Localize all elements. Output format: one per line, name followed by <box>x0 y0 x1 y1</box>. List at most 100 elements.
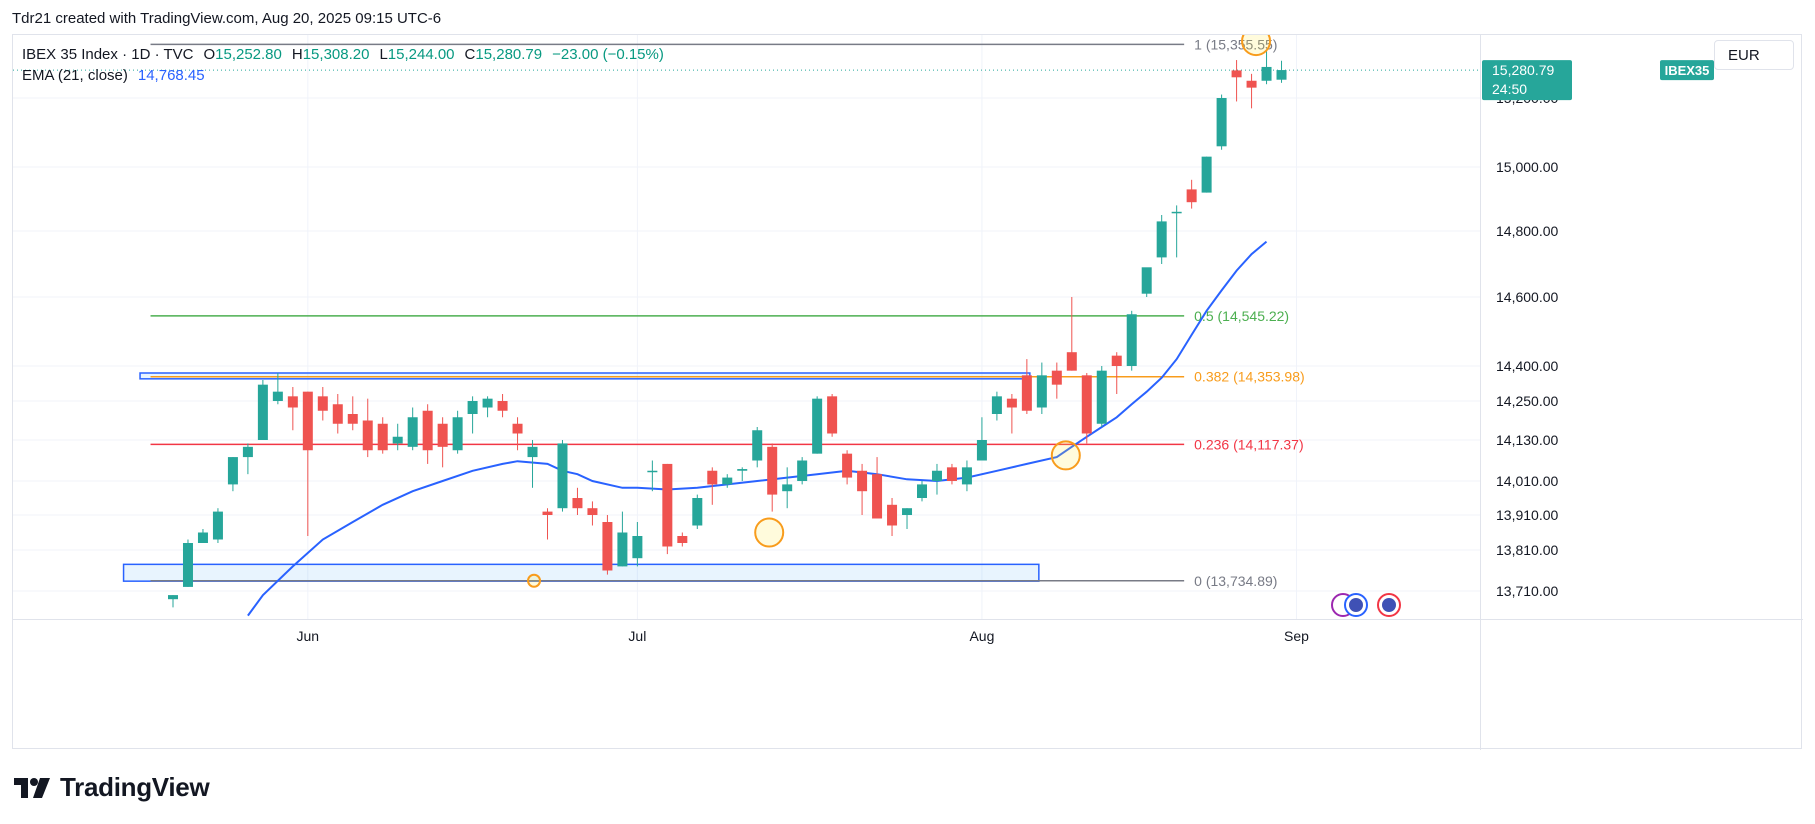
candle <box>1171 205 1182 258</box>
candle <box>467 396 478 434</box>
ema-value: 14,768.45 <box>137 67 205 84</box>
candle <box>692 494 703 529</box>
candle <box>572 487 583 515</box>
candle-body <box>1216 98 1227 147</box>
tradingview-logo[interactable]: TradingView <box>14 772 210 803</box>
candle-body <box>512 423 523 434</box>
candle-body <box>272 391 283 401</box>
candle <box>767 443 778 512</box>
candle <box>227 457 238 492</box>
candle <box>527 440 538 488</box>
candle <box>302 391 313 536</box>
candle <box>991 391 1002 421</box>
symbol-tag-text: IBEX35 <box>1665 63 1710 78</box>
candle <box>857 463 868 515</box>
candle-body <box>1186 189 1197 203</box>
candle <box>362 398 373 458</box>
open-label: O <box>203 46 216 63</box>
candle-body <box>961 467 972 485</box>
chart-frame[interactable]: 1 (15,355.55) 0.5 (14,545.22) 0.382 (14,35… <box>12 34 1803 750</box>
time-axis-label: Jun <box>297 628 320 644</box>
ema-row[interactable]: EMA (21, close) 14,768.45 <box>22 65 664 86</box>
ohlc-row: IBEX 35 Index · 1D · TVC O 15,252.80 H 15,… <box>22 44 664 65</box>
candle-body <box>797 460 808 481</box>
event-icons <box>1331 593 1401 617</box>
currency-button[interactable]: EUR <box>1714 40 1794 70</box>
support-resistance-zone <box>122 563 1040 582</box>
candle <box>1036 362 1047 414</box>
candle-body <box>737 469 748 471</box>
candle-body <box>1231 70 1242 78</box>
candle <box>272 373 283 405</box>
candle-body <box>752 430 763 461</box>
candle-body <box>1261 66 1272 81</box>
candle-body <box>452 417 463 451</box>
candle <box>842 450 853 485</box>
candle <box>1111 352 1122 394</box>
candle <box>257 380 268 440</box>
candle <box>946 463 957 485</box>
candle <box>542 508 553 540</box>
candle-body <box>287 396 298 408</box>
candle <box>1231 60 1242 102</box>
price-axis-label: 14,130.00 <box>1496 432 1558 448</box>
candle-body <box>257 384 268 440</box>
symbol-tag <box>1660 60 1714 81</box>
candle-body <box>362 420 373 451</box>
candle-body <box>467 401 478 414</box>
candle-body <box>197 532 208 543</box>
candle-body <box>1126 314 1137 366</box>
candle-body <box>887 504 898 526</box>
candle <box>452 410 463 454</box>
tradingview-logo-icon <box>14 777 50 798</box>
candle-body <box>722 477 733 485</box>
candle-body <box>572 498 583 509</box>
price-chart[interactable]: 1 (15,355.55) 0.5 (14,545.22) 0.382 (14,35… <box>13 35 1803 750</box>
candle <box>976 417 987 461</box>
candle <box>602 515 613 575</box>
chart-caption: Tdr21 created with TradingView.com, Aug … <box>12 10 442 27</box>
candle <box>707 467 718 505</box>
support-resistance-zone <box>139 372 1031 380</box>
low-value: 15,244.00 <box>387 46 455 63</box>
candle-body <box>812 398 823 454</box>
candle-body <box>842 453 853 478</box>
candle-body <box>1021 375 1032 411</box>
candle <box>812 396 823 454</box>
candle-body <box>946 467 957 481</box>
close-label: C <box>464 46 476 63</box>
candle-body <box>872 474 883 519</box>
highlight-marker <box>1050 440 1081 471</box>
open-value: 15,252.80 <box>215 46 282 63</box>
price-tag-value: 15,280.79 <box>1492 62 1554 78</box>
candle-body <box>332 404 343 424</box>
highlight-marker <box>1241 35 1272 57</box>
candle-body <box>931 470 942 481</box>
candle-body <box>1096 370 1107 424</box>
price-tag-countdown: 24:50 <box>1492 81 1527 97</box>
high-label: H <box>291 46 303 63</box>
candle-body <box>991 396 1002 414</box>
candle-body <box>902 508 913 515</box>
candle-body <box>617 532 628 567</box>
candle <box>168 595 178 608</box>
candle-body <box>302 391 313 451</box>
candle <box>617 511 628 567</box>
candle <box>677 532 688 547</box>
change-value: −23.00 (−0.15%) <box>552 46 664 63</box>
candle-body <box>347 414 358 424</box>
candle <box>242 443 253 475</box>
instrument-label[interactable]: IBEX 35 Index · 1D · TVC <box>22 46 194 63</box>
candle-body <box>677 536 688 543</box>
candle <box>827 394 838 437</box>
price-tag <box>1482 60 1572 101</box>
time-axis-label: Jul <box>628 628 646 644</box>
fib-level-label: 0 (13,734.89) <box>1194 573 1277 589</box>
candle-body <box>767 446 778 495</box>
candle <box>377 417 388 454</box>
candle-body <box>692 498 703 526</box>
chart-legend: IBEX 35 Index · 1D · TVC O 15,252.80 H 15,… <box>22 44 664 86</box>
candle <box>1126 310 1137 371</box>
brand-name: TradingView <box>60 772 210 802</box>
candle-body <box>242 446 253 458</box>
